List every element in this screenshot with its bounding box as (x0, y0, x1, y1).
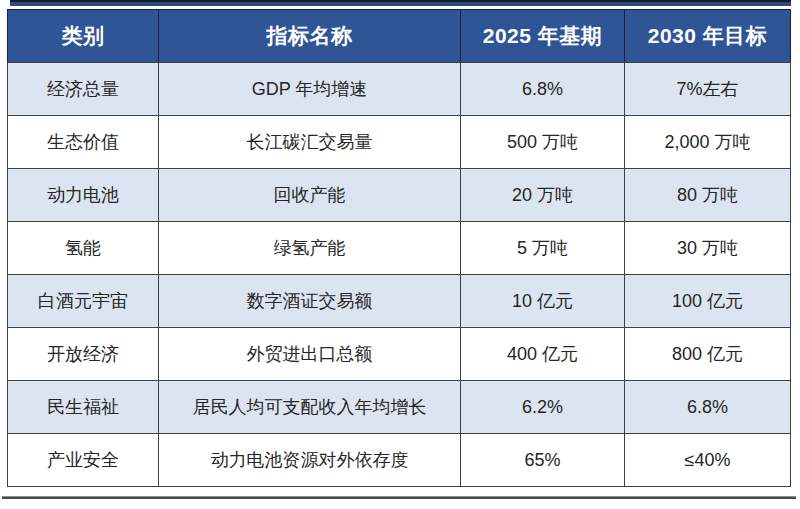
table-row: 开放经济 外贸进出口总额 400 亿元 800 亿元 (8, 328, 791, 381)
cell-category: 民生福祉 (8, 381, 159, 434)
targets-table: 类别 指标名称 2025 年基期 2030 年目标 经济总量 GDP 年均增速 … (7, 9, 791, 487)
column-header-base-2025: 2025 年基期 (461, 10, 625, 63)
table-row: 生态价值 长江碳汇交易量 500 万吨 2,000 万吨 (8, 116, 791, 169)
header-row: 类别 指标名称 2025 年基期 2030 年目标 (8, 10, 791, 63)
indicator-table-figure: 类别 指标名称 2025 年基期 2030 年目标 经济总量 GDP 年均增速 … (0, 0, 800, 509)
cell-base-2025: 20 万吨 (461, 169, 625, 222)
cell-target-2030: 800 亿元 (625, 328, 791, 381)
cell-indicator: 居民人均可支配收入年均增长 (159, 381, 461, 434)
table-row: 产业安全 动力电池资源对外依存度 65% ≤40% (8, 434, 791, 487)
cell-indicator: 长江碳汇交易量 (159, 116, 461, 169)
table-row: 动力电池 回收产能 20 万吨 80 万吨 (8, 169, 791, 222)
cell-target-2030: ≤40% (625, 434, 791, 487)
cell-target-2030: 6.8% (625, 381, 791, 434)
table-row: 民生福祉 居民人均可支配收入年均增长 6.2% 6.8% (8, 381, 791, 434)
cell-category: 生态价值 (8, 116, 159, 169)
cell-indicator: 绿氢产能 (159, 222, 461, 275)
cell-target-2030: 30 万吨 (625, 222, 791, 275)
cell-category: 经济总量 (8, 63, 159, 116)
cell-category: 白酒元宇宙 (8, 275, 159, 328)
cell-indicator: 外贸进出口总额 (159, 328, 461, 381)
cell-category: 开放经济 (8, 328, 159, 381)
cell-base-2025: 500 万吨 (461, 116, 625, 169)
cell-target-2030: 2,000 万吨 (625, 116, 791, 169)
cell-indicator: 数字酒证交易额 (159, 275, 461, 328)
cell-indicator: 动力电池资源对外依存度 (159, 434, 461, 487)
cell-base-2025: 5 万吨 (461, 222, 625, 275)
bottom-rule (2, 496, 796, 499)
cell-category: 动力电池 (8, 169, 159, 222)
cell-base-2025: 400 亿元 (461, 328, 625, 381)
table-row: 白酒元宇宙 数字酒证交易额 10 亿元 100 亿元 (8, 275, 791, 328)
cell-target-2030: 100 亿元 (625, 275, 791, 328)
cell-category: 氢能 (8, 222, 159, 275)
cell-base-2025: 6.2% (461, 381, 625, 434)
cell-target-2030: 7%左右 (625, 63, 791, 116)
cell-category: 产业安全 (8, 434, 159, 487)
cell-target-2030: 80 万吨 (625, 169, 791, 222)
table-wrapper: 类别 指标名称 2025 年基期 2030 年目标 经济总量 GDP 年均增速 … (7, 9, 790, 487)
cell-base-2025: 65% (461, 434, 625, 487)
column-header-category: 类别 (8, 10, 159, 63)
column-header-indicator: 指标名称 (159, 10, 461, 63)
cell-indicator: GDP 年均增速 (159, 63, 461, 116)
cell-indicator: 回收产能 (159, 169, 461, 222)
cell-base-2025: 10 亿元 (461, 275, 625, 328)
cell-base-2025: 6.8% (461, 63, 625, 116)
top-rule (10, 0, 791, 6)
table-row: 氢能 绿氢产能 5 万吨 30 万吨 (8, 222, 791, 275)
column-header-target-2030: 2030 年目标 (625, 10, 791, 63)
table-row: 经济总量 GDP 年均增速 6.8% 7%左右 (8, 63, 791, 116)
